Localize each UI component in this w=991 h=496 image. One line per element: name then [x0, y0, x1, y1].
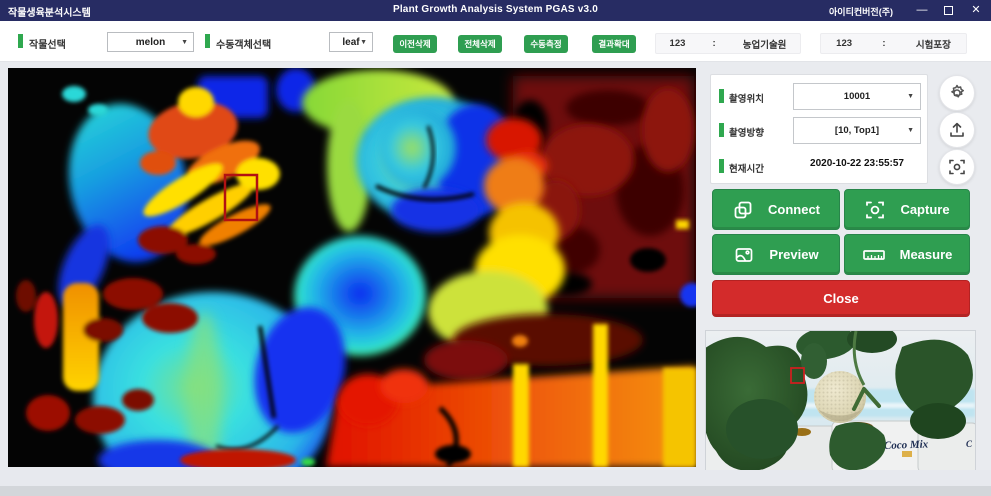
window-title: Plant Growth Analysis System PGAS v3.0	[392, 4, 599, 15]
upload-button[interactable]	[939, 112, 975, 148]
photo-annotation-box	[790, 367, 805, 384]
preview-icon	[736, 247, 753, 262]
status-bar	[0, 470, 991, 486]
depth-left-strips	[16, 278, 198, 434]
selection-box[interactable]	[223, 173, 259, 222]
measure-button[interactable]: Measure	[844, 234, 970, 275]
delete-previous-button[interactable]: 이전삭제	[393, 35, 437, 53]
capture-button[interactable]: Capture	[844, 189, 970, 230]
crop-select-label: 작물선택	[29, 40, 66, 51]
measure-label: Measure	[899, 247, 953, 262]
chevron-down-icon: ▼	[907, 127, 914, 134]
site-info-box-1: 123 : 농업기술원	[655, 33, 801, 54]
window-resize-strip	[0, 486, 991, 496]
capture-direction-label: 촬영방향	[729, 128, 764, 139]
capture-direction-value: [10, Top1]	[834, 125, 880, 136]
delete-all-button[interactable]: 전체삭제	[458, 35, 502, 53]
minimize-button[interactable]: —	[916, 4, 928, 16]
current-time-row: 현재시간 2020-10-22 23:55:57	[711, 149, 929, 183]
measure-icon	[862, 249, 885, 260]
site-info-box-2: 123 : 시험포장	[820, 33, 967, 54]
object-select-value: leaf	[342, 36, 360, 48]
close-button[interactable]: Close	[712, 280, 970, 317]
object-select-dropdown[interactable]: leaf ▼	[329, 32, 373, 52]
depth-leaf-bottom-left	[93, 292, 346, 467]
capture-position-value: 10001	[843, 91, 871, 102]
chevron-down-icon: ▼	[181, 38, 188, 46]
capture-direction-dropdown[interactable]: [10, Top1] ▼	[793, 117, 921, 144]
site-name: 시험포장	[915, 39, 951, 51]
chevron-down-icon: ▼	[360, 38, 367, 46]
maximize-icon	[943, 6, 953, 15]
close-window-button[interactable]: ✕	[971, 4, 981, 16]
manual-measure-button[interactable]: 수동측정	[524, 35, 568, 53]
site-code: 123	[836, 38, 853, 49]
capture-icon	[866, 201, 885, 218]
bag-text-main: Coco Mix	[884, 438, 929, 452]
preview-label: Preview	[769, 247, 819, 262]
object-select-bullet	[205, 34, 210, 48]
gear-icon	[951, 84, 965, 98]
result-zoom-button[interactable]: 결과확대	[592, 35, 636, 53]
current-time-label: 현재시간	[729, 164, 764, 175]
separator: :	[882, 38, 886, 49]
focus-center-icon	[949, 159, 965, 175]
capture-settings-panel: 촬영위치 10001 ▼ 촬영방향 [10, Top1] ▼ 현재시간 2020…	[710, 74, 928, 184]
photo-leaves	[706, 331, 973, 471]
upload-icon	[950, 122, 964, 137]
separator: :	[712, 38, 716, 49]
app-title: 작물생육분석시스템	[8, 8, 91, 19]
focus-center-button[interactable]	[939, 149, 975, 185]
connect-label: Connect	[768, 202, 820, 217]
depth-map-image[interactable]	[8, 68, 696, 467]
toolbar: 작물선택 melon ▼ 수동객체선택 leaf ▼ 이전삭제 전체삭제 수동측…	[0, 21, 991, 62]
title-bar: 작물생육분석시스템 Plant Growth Analysis System P…	[0, 0, 991, 21]
settings-gear-button[interactable]	[939, 75, 975, 111]
capture-position-dropdown[interactable]: 10001 ▼	[793, 83, 921, 110]
capture-position-label: 촬영위치	[729, 94, 764, 105]
crop-select-bullet	[18, 34, 23, 48]
crop-select-dropdown[interactable]: melon ▼	[107, 32, 194, 52]
preview-button[interactable]: Preview	[712, 234, 840, 275]
bullet	[719, 159, 724, 173]
connect-button[interactable]: Connect	[712, 189, 840, 230]
capture-direction-row: 촬영방향 [10, Top1] ▼	[711, 113, 929, 147]
current-time-value: 2020-10-22 23:55:57	[810, 158, 904, 169]
bullet	[719, 89, 724, 103]
bag-text-right: C	[966, 439, 973, 449]
site-name: 농업기술원	[742, 39, 787, 51]
site-code: 123	[669, 38, 686, 49]
object-select-label: 수동객체선택	[216, 40, 272, 51]
company-name: 아이티컨버전(주)	[829, 7, 893, 17]
connect-icon	[734, 201, 752, 218]
crop-select-value: melon	[135, 36, 166, 48]
capture-position-row: 촬영위치 10001 ▼	[711, 79, 929, 113]
bullet	[719, 123, 724, 137]
maximize-button[interactable]	[935, 0, 961, 21]
capture-label: Capture	[900, 202, 950, 217]
chevron-down-icon: ▼	[907, 93, 914, 100]
camera-photo-preview[interactable]: Coco Mix Coco C	[705, 330, 976, 472]
depth-region-ground	[180, 283, 696, 467]
